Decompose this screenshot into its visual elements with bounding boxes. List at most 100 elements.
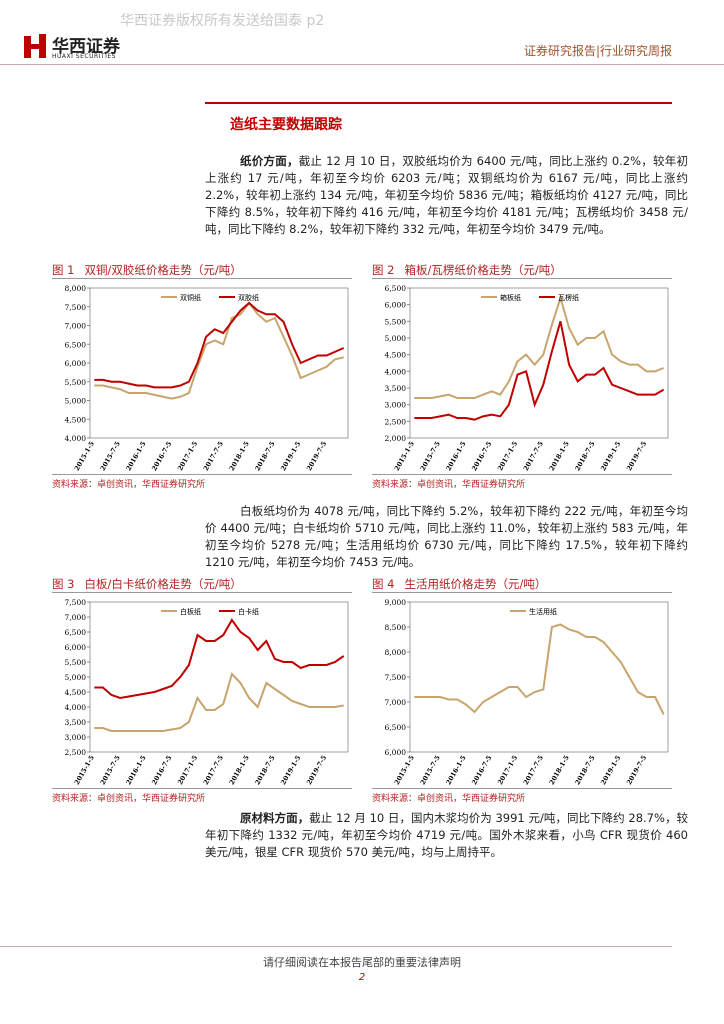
y-tick-label: 5,000 [385, 334, 407, 343]
legend-label: 白卡纸 [238, 607, 259, 616]
x-tick-label: 2016-1-5 [444, 440, 467, 472]
plot-frame [409, 287, 669, 439]
y-tick-label: 6,000 [385, 301, 407, 310]
logo-en: HUAXI SECURITIES [52, 53, 116, 60]
x-tick-label: 2017-7-5 [522, 754, 545, 786]
y-tick-label: 6,000 [65, 643, 87, 652]
figure-source: 资料来源：卓创资讯，华西证券研究所 [372, 474, 672, 490]
y-tick-label: 5,500 [65, 658, 87, 667]
x-tick-label: 2017-1-5 [176, 754, 199, 786]
y-tick-label: 7,500 [65, 598, 87, 607]
y-tick-label: 3,500 [385, 384, 407, 393]
series-line [414, 623, 665, 715]
y-tick-label: 6,500 [65, 340, 87, 349]
paragraph: 白板纸均价为 4078 元/吨，同比下降约 5.2%，较年初下降约 222 元/… [205, 503, 688, 571]
series-line [414, 321, 665, 421]
x-tick-label: 2017-1-5 [496, 754, 519, 786]
para-lead: 纸价方面， [240, 154, 299, 168]
footer-notice: 请仔细阅读在本报告尾部的重要法律声明 [263, 956, 461, 969]
x-tick-label: 2015-1-5 [393, 754, 416, 786]
y-tick-label: 2,500 [385, 417, 407, 426]
plot-frame [89, 287, 349, 439]
y-tick-label: 6,000 [385, 748, 407, 757]
x-tick-label: 2015-7-5 [419, 754, 442, 786]
y-tick-label: 8,500 [385, 623, 407, 632]
x-tick-label: 2016-7-5 [470, 754, 493, 786]
series-line [94, 672, 344, 732]
x-tick-label: 2016-7-5 [150, 440, 173, 472]
chart: 2,000 2,500 3,000 3,500 4,000 4,500 5,000 5,500… [385, 284, 669, 472]
x-tick-label: 2017-7-5 [202, 754, 225, 786]
x-tick-label: 2018-7-5 [253, 754, 276, 786]
legend-label: 双胶纸 [238, 293, 259, 302]
x-tick-label: 2018-7-5 [573, 754, 596, 786]
y-tick-label: 6,500 [385, 284, 407, 293]
y-tick-label: 4,500 [65, 688, 87, 697]
figure-source: 资料来源：卓创资讯，华西证券研究所 [372, 788, 672, 804]
x-tick-label: 2015-1-5 [73, 754, 96, 786]
legend-label: 瓦楞纸 [558, 293, 579, 302]
y-tick-label: 6,500 [65, 628, 87, 637]
logo-text: 华西证券 [52, 37, 120, 57]
series-line [94, 301, 344, 400]
y-tick-label: 7,500 [65, 303, 87, 312]
figure-source: 资料来源：卓创资讯，华西证券研究所 [52, 788, 352, 804]
figure-label: 图 3 [52, 577, 75, 591]
figure-title-text: 生活用纸价格走势（元/吨） [404, 577, 547, 591]
y-tick-label: 6,000 [65, 359, 87, 368]
chart: 2,500 3,000 3,500 4,000 4,500 5,000 5,500 6,000… [65, 598, 349, 786]
y-tick-label: 8,000 [65, 284, 87, 293]
y-tick-label: 4,000 [65, 434, 87, 443]
y-tick-label: 4,500 [385, 351, 407, 360]
header-rule [0, 64, 724, 65]
y-tick-label: 9,000 [385, 598, 407, 607]
y-tick-label: 2,500 [65, 748, 87, 757]
legend-label: 白板纸 [180, 607, 201, 616]
section-rule [205, 102, 672, 104]
footer-rule [0, 946, 672, 947]
x-tick-label: 2018-7-5 [253, 440, 276, 472]
y-tick-label: 3,000 [65, 733, 87, 742]
figure-title-text: 双铜/双胶纸价格走势（元/吨） [84, 263, 242, 277]
x-tick-label: 2017-1-5 [176, 440, 199, 472]
x-tick-label: 2019-1-5 [599, 754, 622, 786]
x-tick-label: 2015-1-5 [73, 440, 96, 472]
figure-title: 图 3 白板/白卡纸价格走势（元/吨） [52, 576, 352, 593]
figure: 图 2 箱板/瓦楞纸价格走势（元/吨） 2,000 2,500 3,000 3,500 4,… [372, 262, 672, 492]
y-tick-label: 6,500 [385, 723, 407, 732]
page-number: 2 [358, 972, 366, 983]
section-title: 造纸主要数据跟踪 [230, 117, 342, 133]
figure-label: 图 2 [372, 263, 395, 277]
legend-label: 双铜纸 [180, 293, 201, 302]
x-tick-label: 2016-7-5 [470, 440, 493, 472]
x-tick-label: 2018-1-5 [228, 440, 251, 472]
y-tick-label: 4,000 [65, 703, 87, 712]
plot-frame [89, 601, 349, 753]
y-tick-label: 2,000 [385, 434, 407, 443]
x-tick-label: 2019-7-5 [305, 754, 328, 786]
figure-title: 图 2 箱板/瓦楞纸价格走势（元/吨） [372, 262, 672, 279]
y-tick-label: 7,000 [385, 698, 407, 707]
figure-title: 图 4 生活用纸价格走势（元/吨） [372, 576, 672, 593]
x-tick-label: 2016-1-5 [444, 754, 467, 786]
logo-icon [24, 34, 46, 58]
watermark: 华西证券版权所有发送给国泰 p2 [120, 13, 325, 29]
series-line [414, 294, 665, 399]
x-tick-label: 2015-7-5 [99, 754, 122, 786]
figure: 图 1 双铜/双胶纸价格走势（元/吨） 4,000 4,500 5,000 5,500 6,… [52, 262, 352, 492]
y-tick-label: 7,500 [385, 673, 407, 682]
figure-label: 图 4 [372, 577, 395, 591]
x-tick-label: 2019-7-5 [305, 440, 328, 472]
paragraph: 纸价方面，截止 12 月 10 日，双胶纸均价为 6400 元/吨，同比上涨约 … [205, 153, 688, 238]
x-tick-label: 2016-1-5 [124, 754, 147, 786]
y-tick-label: 7,000 [65, 322, 87, 331]
x-tick-label: 2018-1-5 [548, 754, 571, 786]
x-tick-label: 2015-7-5 [419, 440, 442, 472]
series-line [94, 301, 345, 389]
para-text: 截止 12 月 10 日，国内木浆均价为 3991 元/吨，同比下降约 28.7… [205, 811, 689, 859]
y-tick-label: 3,500 [65, 718, 87, 727]
paragraph: 原材料方面，截止 12 月 10 日，国内木浆均价为 3991 元/吨，同比下降… [205, 810, 688, 861]
y-tick-label: 4,500 [65, 415, 87, 424]
y-tick-label: 5,500 [385, 317, 407, 326]
y-tick-label: 5,000 [65, 673, 87, 682]
